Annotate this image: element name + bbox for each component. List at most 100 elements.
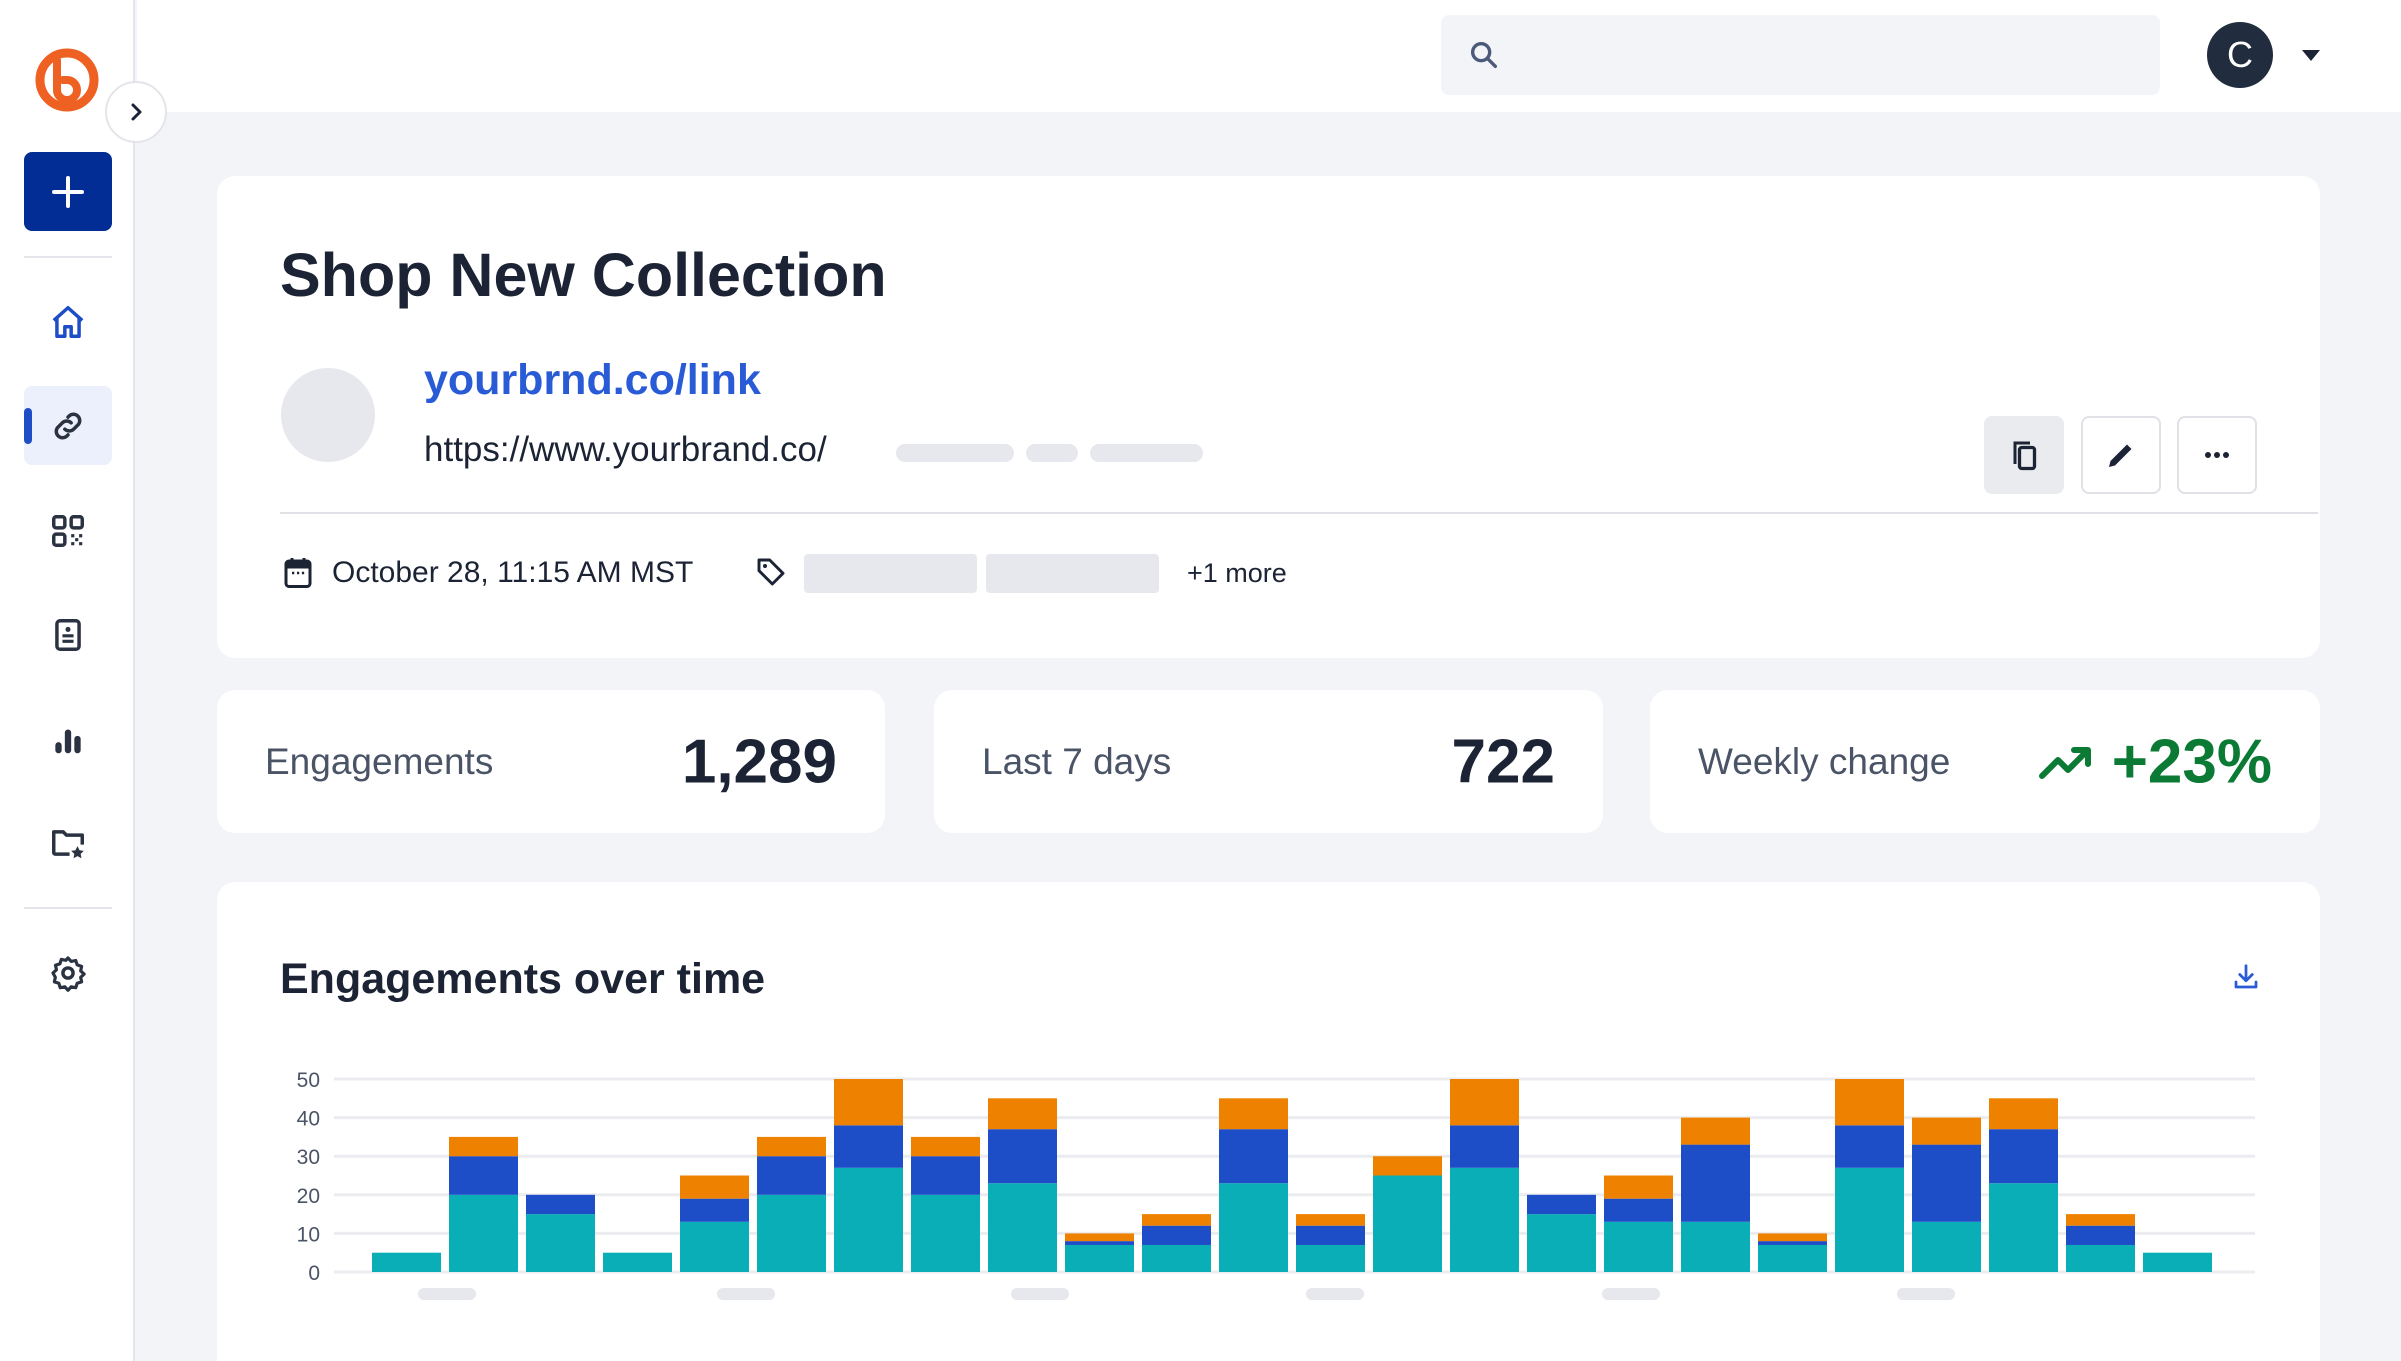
- bar-segment: [1604, 1175, 1673, 1199]
- x-tick-label-placeholder: [1011, 1288, 1069, 1300]
- bar-segment: [449, 1136, 518, 1157]
- sidebar-item-links[interactable]: [24, 386, 112, 465]
- bar-segment: [1989, 1098, 2058, 1130]
- account-menu-caret-icon[interactable]: [2302, 50, 2320, 61]
- bar-segment: [1912, 1221, 1981, 1272]
- copy-button[interactable]: [1984, 416, 2064, 494]
- bar-segment: [1450, 1167, 1519, 1272]
- stat-label: Engagements: [265, 740, 494, 782]
- bar-segment: [1758, 1241, 1827, 1245]
- sidebar-item-home[interactable]: [24, 282, 112, 361]
- bar-segment: [1142, 1244, 1211, 1272]
- bar-segment: [1065, 1233, 1134, 1242]
- sidebar-divider: [24, 256, 112, 258]
- bar-segment: [1604, 1221, 1673, 1272]
- sidebar-item-pages[interactable]: [24, 595, 112, 674]
- expand-sidebar-button[interactable]: [105, 81, 167, 143]
- bar-segment: [1527, 1214, 1596, 1272]
- edit-button[interactable]: [2081, 416, 2161, 494]
- tag-chip[interactable]: [804, 554, 977, 593]
- y-tick-label: 0: [308, 1262, 320, 1285]
- tag-chip[interactable]: [986, 554, 1159, 593]
- stat-value: 1,289: [681, 727, 837, 796]
- sidebar-divider: [24, 907, 112, 909]
- stat-card-last-7-days: Last 7 days 722: [934, 690, 1603, 833]
- bar-segment: [1835, 1125, 1904, 1168]
- bar-segment: [1758, 1244, 1827, 1272]
- bar-segment: [1219, 1098, 1288, 1130]
- search-input[interactable]: [1515, 15, 2160, 95]
- create-new-button[interactable]: [24, 152, 112, 231]
- bar-segment: [1527, 1194, 1596, 1215]
- bar-segment: [1296, 1225, 1365, 1245]
- bar-segment: [372, 1252, 441, 1272]
- bar-segment: [1989, 1129, 2058, 1184]
- stat-card-weekly-change: Weekly change +23%: [1650, 690, 2320, 833]
- bar-segment: [603, 1252, 672, 1272]
- bar-segment: [1142, 1214, 1211, 1226]
- bar-segment: [1142, 1225, 1211, 1245]
- download-icon[interactable]: [2231, 962, 2261, 992]
- bar-segment: [757, 1156, 826, 1195]
- y-tick-label: 30: [297, 1146, 320, 1169]
- redacted-url-segment: [1090, 444, 1203, 462]
- stat-label: Weekly change: [1698, 740, 1951, 782]
- y-tick-label: 40: [297, 1108, 320, 1131]
- home-icon: [52, 305, 84, 338]
- user-avatar[interactable]: C: [2207, 22, 2273, 88]
- destination-url[interactable]: https://www.yourbrand.co/: [424, 430, 827, 469]
- x-tick-label-placeholder: [1602, 1288, 1660, 1300]
- bar-segment: [1681, 1144, 1750, 1222]
- bitly-logo[interactable]: [33, 46, 101, 114]
- bar-segment: [680, 1198, 749, 1222]
- search-icon: [1470, 41, 1498, 69]
- bar-segment: [988, 1183, 1057, 1272]
- sidebar-item-settings[interactable]: [24, 933, 112, 1012]
- gear-icon: [51, 955, 86, 992]
- bar-segment: [2066, 1214, 2135, 1226]
- y-tick-label: 10: [297, 1223, 320, 1246]
- x-tick-label-placeholder: [1306, 1288, 1364, 1300]
- bar-segment: [834, 1125, 903, 1168]
- favicon-placeholder: [281, 368, 375, 462]
- bar-segment: [988, 1098, 1057, 1130]
- stat-card-engagements: Engagements 1,289: [217, 690, 885, 833]
- bar-segment: [1989, 1183, 2058, 1272]
- bar-segment: [1296, 1214, 1365, 1226]
- bar-segment: [1450, 1125, 1519, 1168]
- bar-segment: [1219, 1129, 1288, 1184]
- created-date: October 28, 11:15 AM MST: [332, 556, 694, 589]
- x-tick-label-placeholder: [418, 1288, 476, 1300]
- bar-segment: [911, 1156, 980, 1195]
- bar-segment: [2143, 1252, 2212, 1272]
- bar-segment: [757, 1136, 826, 1157]
- short-link[interactable]: yourbrnd.co/link: [424, 356, 761, 404]
- more-horizontal-icon: [2205, 452, 2229, 458]
- bar-chart-icon: [55, 729, 81, 753]
- bar-segment: [1450, 1079, 1519, 1126]
- bar-segment: [680, 1221, 749, 1272]
- document-icon: [55, 618, 81, 651]
- bar-segment: [834, 1167, 903, 1272]
- search-bar[interactable]: [1441, 15, 2160, 95]
- more-tags-link[interactable]: +1 more: [1187, 558, 1287, 588]
- bar-segment: [834, 1079, 903, 1126]
- card-divider: [280, 512, 2318, 514]
- bar-segment: [1912, 1144, 1981, 1222]
- bar-segment: [2066, 1244, 2135, 1272]
- bar-segment: [1912, 1117, 1981, 1145]
- y-tick-label: 50: [297, 1069, 320, 1092]
- bar-segment: [911, 1136, 980, 1157]
- calendar-icon: [284, 558, 312, 588]
- sidebar-item-campaigns[interactable]: [24, 803, 112, 882]
- plus-icon: [52, 175, 84, 208]
- sidebar-item-analytics[interactable]: [24, 699, 112, 778]
- x-tick-label-placeholder: [1897, 1288, 1955, 1300]
- bar-segment: [2066, 1225, 2135, 1245]
- bar-segment: [1758, 1233, 1827, 1242]
- sidebar-item-qr-codes[interactable]: [24, 491, 112, 570]
- bar-segment: [1219, 1183, 1288, 1272]
- bar-segment: [526, 1214, 595, 1272]
- more-options-button[interactable]: [2177, 416, 2257, 494]
